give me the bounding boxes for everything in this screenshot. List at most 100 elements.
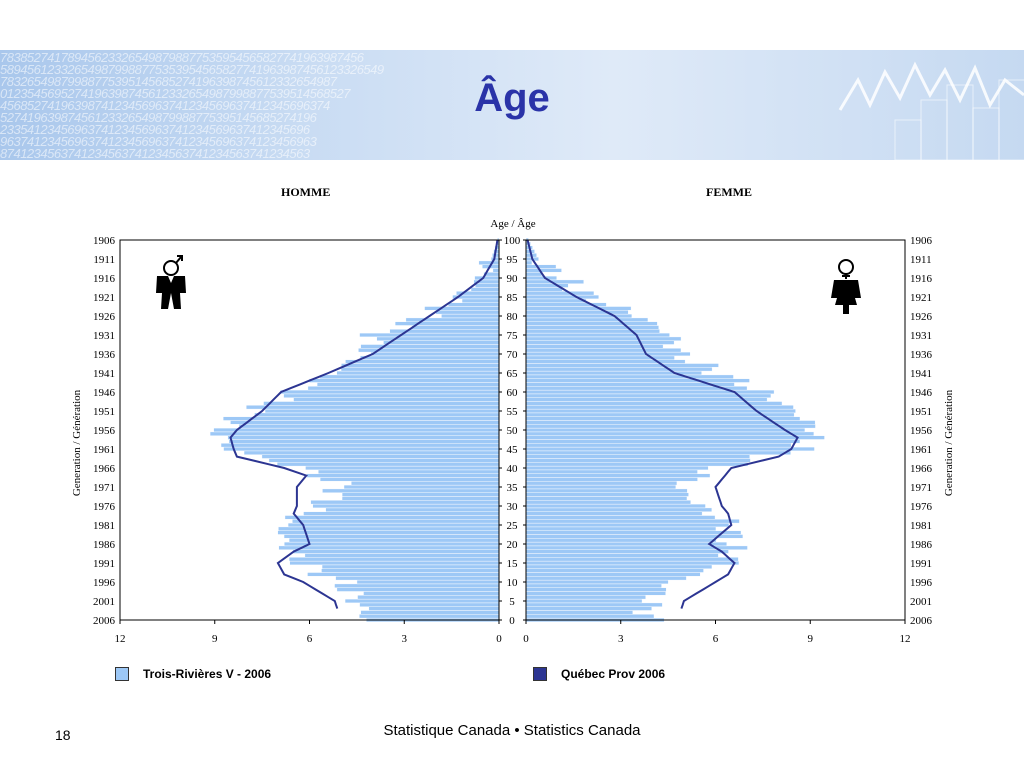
male-bar-age-73: [383, 340, 500, 345]
female-bar-age-54: [525, 412, 795, 417]
generation-tick-label-right: 1971: [910, 482, 932, 494]
male-bar-age-80: [441, 313, 500, 319]
female-bar-age-26: [525, 519, 740, 524]
female-bar-age-34: [525, 488, 688, 493]
generation-tick-label-right: 1996: [910, 577, 933, 589]
generation-tick-label-right: 1981: [910, 520, 932, 532]
male-bar-age-69: [360, 355, 500, 360]
male-bar-age-75: [359, 332, 500, 338]
page-title: Âge: [474, 76, 550, 120]
male-bar-age-47: [228, 439, 500, 444]
male-bar-age-35: [343, 484, 500, 490]
male-bar-age-82: [424, 306, 500, 311]
male-bar-age-61: [307, 386, 500, 391]
female-bar-age-66: [525, 367, 713, 372]
female-bar-age-3: [525, 606, 652, 611]
age-tick-label: 55: [507, 406, 519, 418]
generation-tick-label-right: 1936: [910, 349, 933, 361]
female-quebec-line: [526, 239, 799, 609]
male-bar-age-2: [360, 610, 500, 615]
generation-tick-label-right: 1931: [910, 330, 932, 342]
male-bar-age-49: [209, 431, 500, 436]
male-bar-age-3: [368, 606, 500, 611]
female-bar-age-36: [525, 481, 678, 486]
male-bar-age-18: [292, 549, 500, 554]
male-bar-age-29: [325, 507, 500, 512]
male-bar-age-17: [304, 553, 500, 558]
male-x-tick-label: 12: [115, 633, 126, 645]
banner-digits-line: 9637412345696374123456963741234569637412…: [0, 134, 317, 149]
banner-digits-line: 2335412345696374123456963741234569637412…: [0, 122, 310, 137]
legend-item-bars: Trois-Rivières V - 2006: [115, 667, 271, 681]
generation-tick-label-left: 1981: [93, 520, 115, 532]
female-bar-age-93: [525, 264, 557, 269]
male-bar-age-26: [292, 519, 500, 524]
age-tick-label: 15: [507, 558, 519, 570]
male-bar-age-24: [278, 526, 500, 531]
female-bar-age-37: [525, 477, 698, 482]
male-bar-age-53: [222, 416, 500, 421]
generation-tick-label-left: 1916: [93, 273, 116, 285]
male-bar-age-7: [363, 591, 500, 596]
female-bar-age-47: [525, 439, 801, 444]
generation-tick-label-left: 2006: [93, 615, 116, 627]
male-bar-age-66: [340, 367, 500, 372]
male-bar-age-6: [357, 595, 500, 600]
bars-layer: [209, 237, 825, 623]
banner-digits-line: 0123545695274196398745612332654987998877…: [0, 86, 350, 101]
generation-tick-label-right: 1951: [910, 406, 932, 418]
generation-tick-label-left: 1956: [93, 425, 116, 437]
banner-digits-line: 5894561233265498799887753539545658277419…: [0, 62, 384, 77]
female-bar-age-23: [525, 530, 742, 535]
generation-tick-label-right: 1916: [910, 273, 933, 285]
male-bar-age-63: [308, 378, 500, 383]
male-bar-age-13: [321, 568, 500, 573]
female-bar-age-31: [525, 500, 691, 505]
female-bar-age-64: [525, 374, 734, 379]
page-number: 18: [55, 727, 71, 743]
generation-tick-label-left: 1951: [93, 406, 115, 418]
female-bar-age-17: [525, 553, 719, 558]
age-tick-label: 25: [507, 520, 519, 532]
age-tick-label: 100: [504, 235, 521, 247]
age-tick-label: 85: [507, 292, 519, 304]
female-bar-age-94: [525, 260, 533, 265]
age-tick-label: 50: [507, 425, 519, 437]
male-bar-age-59: [283, 393, 500, 398]
generation-tick-label-right: 1921: [910, 292, 932, 304]
age-tick-label: 30: [507, 501, 519, 513]
banner-digits-line: 5274196398745612332654987998877539514568…: [0, 110, 317, 125]
male-bar-age-83: [448, 302, 500, 307]
footer-text: Statistique Canada • Statistics Canada: [383, 722, 641, 739]
male-bar-age-44: [243, 450, 500, 455]
generation-tick-label-left: 1971: [93, 482, 115, 494]
male-bar-age-32: [341, 496, 500, 501]
male-bar-age-10: [356, 579, 500, 585]
male-figure-icon: [156, 255, 186, 309]
female-bar-age-51: [525, 424, 816, 429]
male-bar-age-27: [284, 515, 500, 520]
generation-tick-label-left: 1931: [93, 330, 115, 342]
male-bar-age-5: [344, 598, 500, 604]
female-bar-age-79: [525, 317, 649, 322]
female-bar-age-10: [525, 579, 669, 585]
male-bar-age-33: [341, 492, 500, 497]
female-bar-age-57: [525, 401, 783, 406]
age-tick-label: 80: [507, 311, 519, 323]
male-bar-age-55: [264, 408, 500, 414]
age-tick-label: 0: [509, 615, 515, 627]
male-bar-age-67: [341, 363, 500, 368]
legend-swatch-line: [533, 667, 547, 681]
female-x-tick-label: 6: [713, 633, 719, 645]
age-tick-label: 10: [507, 577, 519, 589]
female-bar-age-30: [525, 503, 706, 509]
generation-tick-label-left: 1976: [93, 501, 116, 513]
female-bar-age-49: [525, 431, 815, 436]
generation-tick-label-left: 2001: [93, 596, 115, 608]
male-x-tick-label: 9: [212, 633, 218, 645]
right-generation-axis-title: Generation / Génération: [943, 389, 955, 496]
female-bar-age-4: [525, 602, 663, 607]
female-bar-age-53: [525, 416, 801, 421]
age-tick-label: 65: [507, 368, 519, 380]
